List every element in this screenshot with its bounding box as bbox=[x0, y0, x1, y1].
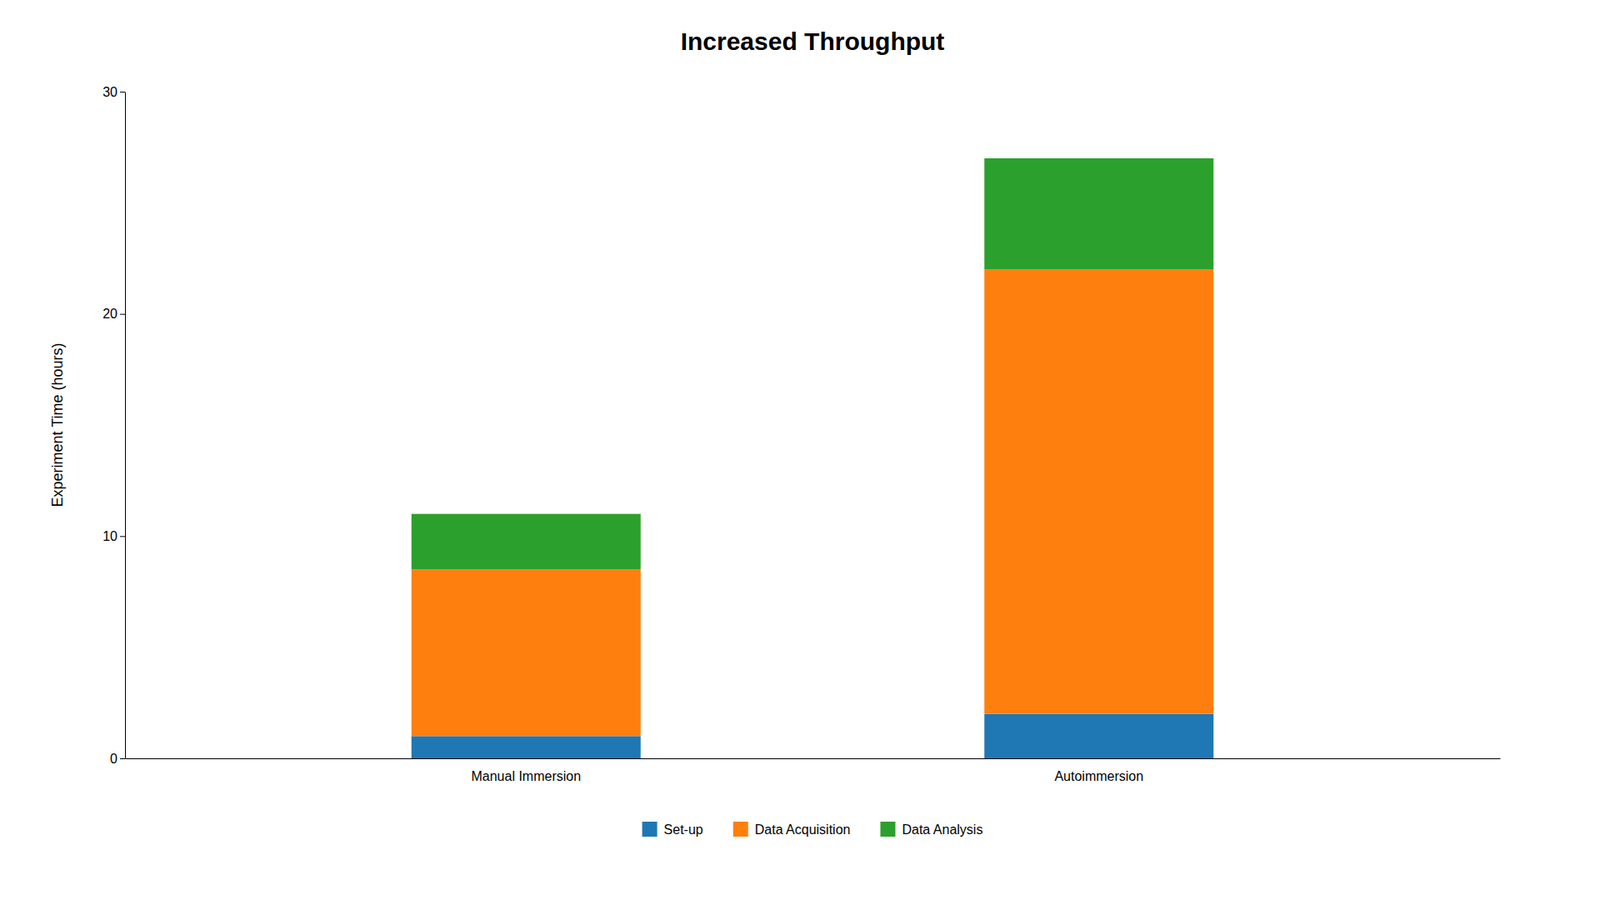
bar-series bbox=[411, 269, 1215, 736]
bar-series bbox=[411, 158, 1215, 570]
legend-item: Data Analysis bbox=[880, 821, 983, 837]
plot: 0 10 20 30 Manual Immersion Autoimmersion bbox=[102, 85, 1500, 785]
y-tick-mark bbox=[120, 535, 125, 537]
y-axis: 0 10 20 30 bbox=[102, 85, 125, 766]
legend-label: Data Analysis bbox=[901, 822, 983, 837]
y-tick: 30 bbox=[102, 85, 125, 100]
bar bbox=[984, 714, 1214, 759]
legend-label: Data Acquisition bbox=[755, 822, 851, 837]
y-tick-label: 10 bbox=[102, 529, 118, 544]
legend-swatch bbox=[642, 821, 658, 837]
x-tick: Manual Immersion bbox=[470, 769, 581, 784]
title: Increased Throughput bbox=[680, 27, 945, 55]
x-axis-line bbox=[125, 758, 1501, 760]
y-tick-mark bbox=[120, 314, 125, 315]
x-axis: Manual Immersion Autoimmersion bbox=[125, 759, 1501, 785]
y-axis-title: Experiment Time (hours) bbox=[49, 342, 66, 507]
bars bbox=[411, 158, 1215, 759]
chart: 0 10 20 30 Manual Immersion Autoimmersion Incr… bbox=[0, 0, 1600, 900]
y-tick-mark bbox=[120, 758, 125, 760]
y-tick-label: 0 bbox=[110, 751, 118, 766]
bar bbox=[411, 569, 641, 736]
bar bbox=[984, 158, 1214, 270]
x-tick-label: Manual Immersion bbox=[470, 769, 581, 784]
legend: Set-up Data Acquisition Data Analysis bbox=[642, 821, 984, 837]
legend-swatch bbox=[880, 821, 895, 837]
y-tick: 0 bbox=[110, 751, 125, 766]
y-tick-mark bbox=[120, 91, 125, 93]
y-tick-label: 30 bbox=[102, 85, 118, 100]
legend-swatch bbox=[733, 821, 749, 837]
y-axis-line bbox=[125, 92, 126, 760]
x-tick-label: Autoimmersion bbox=[1054, 769, 1144, 784]
bar bbox=[984, 269, 1214, 714]
legend-item: Data Acquisition bbox=[733, 821, 851, 837]
y-tick-label: 20 bbox=[102, 306, 118, 321]
bar bbox=[411, 514, 641, 570]
legend-item: Set-up bbox=[642, 821, 704, 837]
bar bbox=[411, 735, 641, 759]
x-tick: Autoimmersion bbox=[1054, 769, 1144, 784]
y-tick: 20 bbox=[102, 306, 125, 321]
legend-label: Set-up bbox=[664, 822, 704, 837]
y-tick: 10 bbox=[102, 529, 125, 544]
